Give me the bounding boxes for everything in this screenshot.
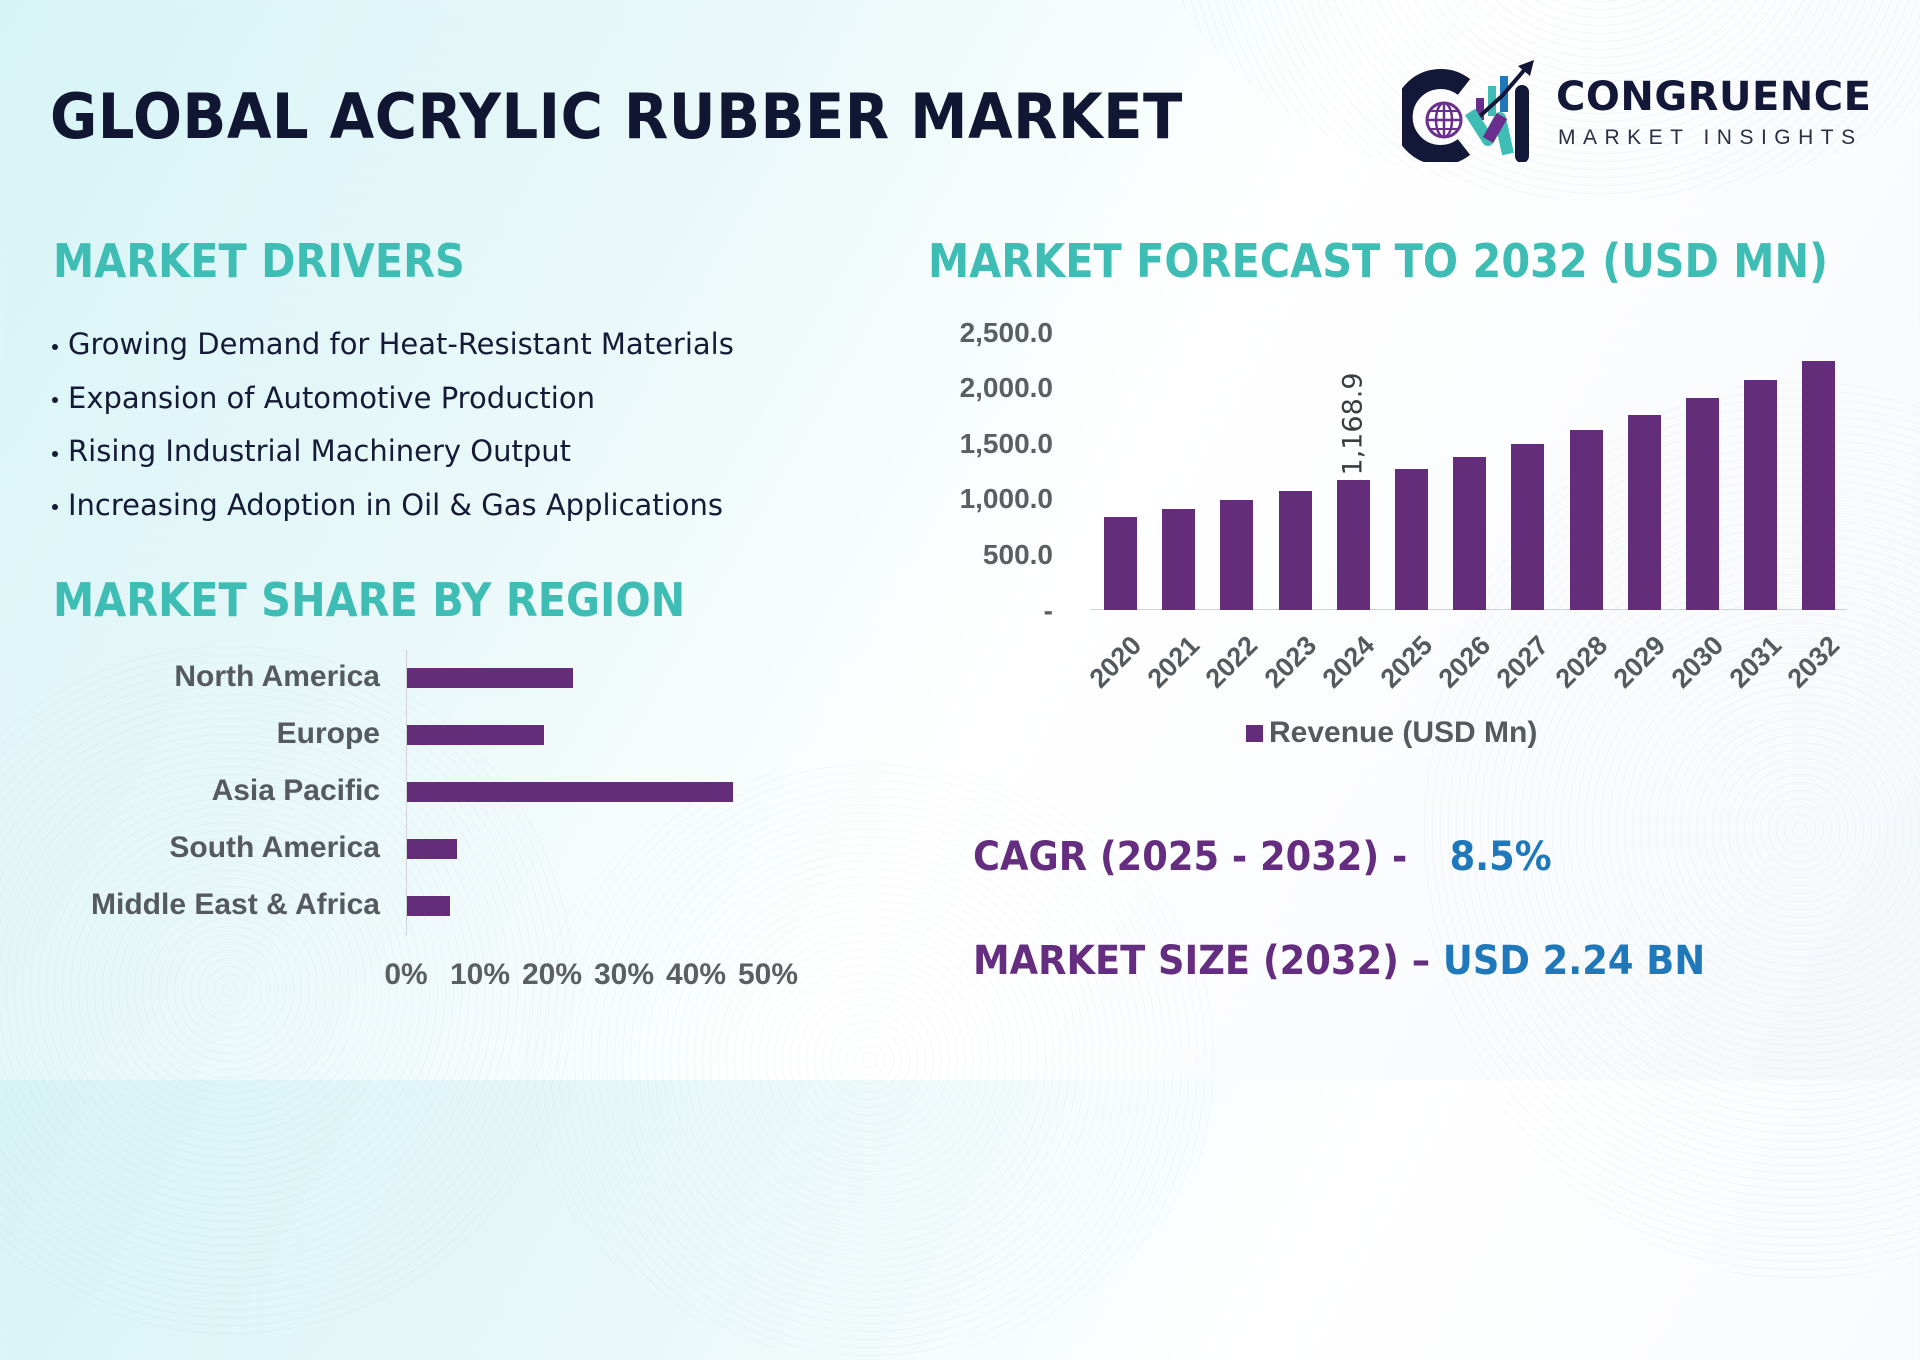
cm-globe-chart-logo-icon — [1402, 60, 1534, 162]
forecast-legend: Revenue (USD Mn) — [1246, 716, 1537, 750]
forecast-bar-2020 — [1104, 517, 1137, 610]
forecast-bar-2030 — [1686, 398, 1719, 610]
x-tick-label: 2023 — [1258, 630, 1323, 694]
forecast-bar-2024 — [1337, 480, 1370, 610]
forecast-bar-2022 — [1220, 500, 1253, 610]
x-tick-label: 2030 — [1665, 630, 1730, 694]
x-tick-label: 2032 — [1781, 630, 1846, 694]
x-tick-label: 2020 — [1083, 630, 1148, 694]
y-tick-label: 500.0 — [982, 539, 1053, 570]
forecast-bar-2031 — [1744, 380, 1777, 610]
forecast-bar-2028 — [1570, 430, 1603, 610]
x-tick-label: 20% — [521, 958, 583, 991]
bullet-icon — [52, 397, 58, 404]
x-tick-label: 2026 — [1432, 630, 1497, 694]
x-tick-label: 2025 — [1374, 630, 1439, 694]
region-label: Middle East & Africa — [91, 888, 380, 921]
region-bar-middle-east-africa — [407, 896, 450, 916]
forecast-bar-2023 — [1279, 491, 1312, 610]
legend-label: Revenue (USD Mn) — [1269, 716, 1538, 749]
driver-item: Expansion of Automotive Production — [52, 372, 734, 426]
cagr-label: CAGR (2025 - 2032) - — [973, 834, 1408, 880]
logo-brand-name: CONGRUENCE — [1556, 74, 1872, 120]
bullet-icon — [52, 343, 58, 350]
region-bar-asia-pacific — [407, 782, 733, 802]
region-label: North America — [174, 660, 380, 693]
x-tick-label: 30% — [593, 958, 655, 991]
market-size-value: USD 2.24 BN — [1442, 938, 1706, 984]
x-tick-label: 2027 — [1490, 630, 1555, 694]
x-tick-label: 50% — [737, 958, 799, 991]
bullet-icon — [52, 504, 58, 511]
market-drivers-list: Growing Demand for Heat-Resistant Materi… — [52, 318, 734, 532]
y-tick-label: 2,500.0 — [959, 317, 1053, 348]
region-bar-south-america — [407, 839, 457, 859]
region-bar-europe — [407, 725, 544, 745]
logo-tagline: MARKET INSIGHTS — [1558, 126, 1863, 149]
forecast-bar-2021 — [1162, 509, 1195, 610]
forecast-bar-2032 — [1802, 361, 1835, 610]
y-tick-label: - — [1043, 595, 1053, 626]
market-size-label: MARKET SIZE (2032) – — [973, 938, 1431, 984]
driver-item: Increasing Adoption in Oil & Gas Applica… — [52, 479, 734, 533]
region-label: Asia Pacific — [211, 774, 380, 807]
region-label: South America — [169, 831, 380, 864]
forecast-bar-2026 — [1453, 457, 1486, 610]
page-title: GLOBAL ACRYLIC RUBBER MARKET — [50, 80, 1183, 153]
forecast-heading: MARKET FORECAST TO 2032 (USD MN) — [928, 234, 1829, 288]
y-tick-label: 1,000.0 — [959, 483, 1053, 514]
driver-item: Growing Demand for Heat-Resistant Materi… — [52, 318, 734, 372]
forecast-bar-2025 — [1395, 469, 1428, 610]
data-label-2024: 1,168.9 — [1337, 372, 1369, 476]
x-tick-label: 2031 — [1723, 630, 1788, 694]
x-tick-label: 2022 — [1199, 630, 1264, 694]
forecast-bar-2027 — [1511, 444, 1544, 610]
region-label: Europe — [276, 717, 380, 750]
x-tick-label: 2024 — [1316, 630, 1381, 694]
legend-swatch-icon — [1246, 724, 1263, 742]
x-tick-label: 2029 — [1607, 630, 1672, 694]
region-share-heading: MARKET SHARE BY REGION — [53, 573, 686, 627]
x-tick-label: 0% — [384, 958, 428, 991]
x-tick-label: 40% — [665, 958, 727, 991]
region-chart-axis — [406, 650, 407, 935]
market-drivers-heading: MARKET DRIVERS — [53, 234, 465, 288]
x-tick-label: 10% — [449, 958, 511, 991]
bullet-icon — [52, 450, 58, 457]
x-tick-label: 2028 — [1549, 630, 1614, 694]
y-tick-label: 1,500.0 — [959, 428, 1053, 459]
cagr-value: 8.5% — [1449, 834, 1552, 880]
forecast-bar-2029 — [1628, 415, 1661, 610]
background-wave-right — [1420, 380, 1920, 1280]
region-bar-north-america — [407, 668, 573, 688]
cagr-row: CAGR (2025 - 2032) - 8.5% — [973, 834, 1552, 880]
driver-item: Rising Industrial Machinery Output — [52, 425, 734, 479]
y-tick-label: 2,000.0 — [959, 372, 1053, 403]
market-size-row: MARKET SIZE (2032) – USD 2.24 BN — [973, 938, 1705, 984]
brand-logo: CONGRUENCE MARKET INSIGHTS — [1402, 52, 1872, 162]
x-tick-label: 2021 — [1141, 630, 1206, 694]
